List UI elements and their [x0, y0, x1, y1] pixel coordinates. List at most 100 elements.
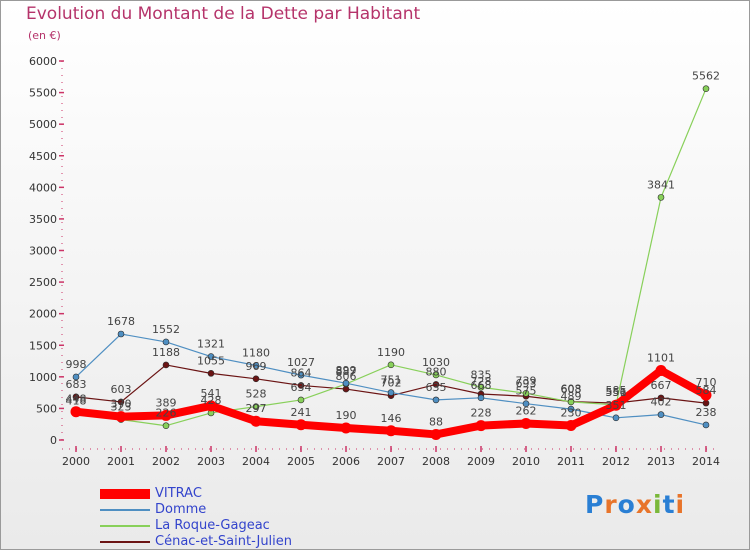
- x-tick-label: 2012: [602, 455, 630, 468]
- data-label: 1180: [242, 346, 270, 359]
- x-tick-label: 2008: [422, 455, 450, 468]
- data-label: 603: [111, 383, 132, 396]
- x-tick-label: 2000: [62, 455, 90, 468]
- series-point: [385, 425, 397, 437]
- data-label: 608: [561, 383, 582, 396]
- series-point: [657, 394, 665, 402]
- data-label: 603: [561, 383, 582, 396]
- series-point: [162, 361, 170, 369]
- data-label: 297: [246, 402, 267, 415]
- series-point: [387, 389, 395, 396]
- series-point: [475, 420, 487, 432]
- legend-swatch: [100, 541, 150, 543]
- data-label: 3841: [647, 178, 675, 191]
- series-point: [250, 415, 262, 427]
- series-point: [72, 373, 80, 381]
- y-tick-label: 5000: [29, 118, 57, 131]
- data-label: 402: [651, 396, 672, 409]
- series-point: [72, 393, 80, 401]
- logo-letter: i: [653, 490, 663, 519]
- x-tick-label: 2007: [377, 455, 405, 468]
- legend-label: Cénac-et-Saint-Julien: [155, 534, 293, 549]
- legend-swatch: [100, 509, 150, 511]
- data-label: 710: [696, 376, 717, 389]
- series-point: [657, 194, 665, 201]
- data-label: 190: [336, 409, 357, 422]
- series-point: [252, 362, 260, 369]
- x-tick-label: 2003: [197, 455, 225, 468]
- series-point: [252, 403, 260, 410]
- logo-letter: t: [662, 490, 676, 519]
- legend-swatch: [100, 489, 150, 499]
- x-tick-label: 2004: [242, 455, 270, 468]
- series-point: [297, 382, 305, 389]
- data-label: 1030: [422, 356, 450, 369]
- data-label: 667: [651, 379, 672, 392]
- x-tick-label: 2002: [152, 455, 180, 468]
- data-label: 880: [426, 365, 447, 378]
- data-label: 1321: [197, 338, 225, 351]
- series-point: [207, 353, 215, 360]
- data-label: 585: [606, 384, 627, 397]
- series-point: [162, 338, 170, 346]
- series-point: [295, 419, 307, 431]
- y-tick-label: 2000: [29, 308, 57, 321]
- series-point: [205, 400, 217, 412]
- series-point: [340, 422, 352, 434]
- data-label: 739: [516, 374, 537, 387]
- y-tick-label: 5500: [29, 87, 57, 100]
- data-label: 528: [246, 388, 267, 401]
- logo-letter: r: [604, 490, 618, 519]
- x-tick-label: 2009: [467, 455, 495, 468]
- data-label: 228: [471, 407, 492, 420]
- x-tick-label: 2014: [692, 455, 720, 468]
- data-label: 428: [201, 394, 222, 407]
- chart-title: Evolution du Montant de la Dette par Hab…: [26, 4, 421, 24]
- series-point: [610, 399, 622, 411]
- data-label: 584: [696, 384, 717, 397]
- series-point: [657, 411, 665, 418]
- data-label: 489: [561, 390, 582, 403]
- data-label: 238: [696, 406, 717, 419]
- data-label: 551: [606, 386, 627, 399]
- data-label: 702: [381, 377, 402, 390]
- y-tick-label: 3500: [29, 213, 57, 226]
- data-label: 1188: [152, 346, 180, 359]
- series-point: [387, 361, 395, 369]
- logo-letter: o: [617, 490, 636, 519]
- series-point: [702, 421, 710, 429]
- data-label: 323: [111, 401, 132, 414]
- data-label: 1101: [647, 351, 675, 364]
- series-point: [522, 400, 530, 407]
- logo-letter: x: [635, 490, 653, 519]
- legend-swatch: [100, 525, 150, 527]
- y-tick-label: 500: [36, 402, 57, 415]
- x-tick-label: 2013: [647, 455, 675, 468]
- data-label: 887: [336, 365, 357, 378]
- y-tick-label: 2500: [29, 276, 57, 289]
- data-label: 864: [291, 366, 312, 379]
- series-point: [430, 428, 442, 440]
- series-point: [477, 394, 485, 402]
- y-tick-label: 4500: [29, 150, 57, 163]
- data-label: 683: [66, 378, 87, 391]
- x-tick-label: 2006: [332, 455, 360, 468]
- data-label: 575: [516, 385, 537, 398]
- data-label: 751: [381, 374, 402, 387]
- series-point: [117, 330, 125, 338]
- series-point: [297, 396, 305, 404]
- data-label: 448: [66, 393, 87, 406]
- series-point: [612, 414, 620, 422]
- series-point: [655, 364, 667, 376]
- data-label: 5562: [692, 70, 720, 83]
- y-tick-label: 4000: [29, 181, 57, 194]
- y-tick-label: 6000: [29, 55, 57, 68]
- x-tick-label: 2011: [557, 455, 585, 468]
- series-point: [162, 422, 170, 430]
- data-label: 668: [471, 379, 492, 392]
- series-point: [567, 398, 575, 406]
- data-label: 806: [336, 370, 357, 383]
- legend-label: Domme: [155, 502, 207, 517]
- logo-letter: i: [675, 490, 686, 519]
